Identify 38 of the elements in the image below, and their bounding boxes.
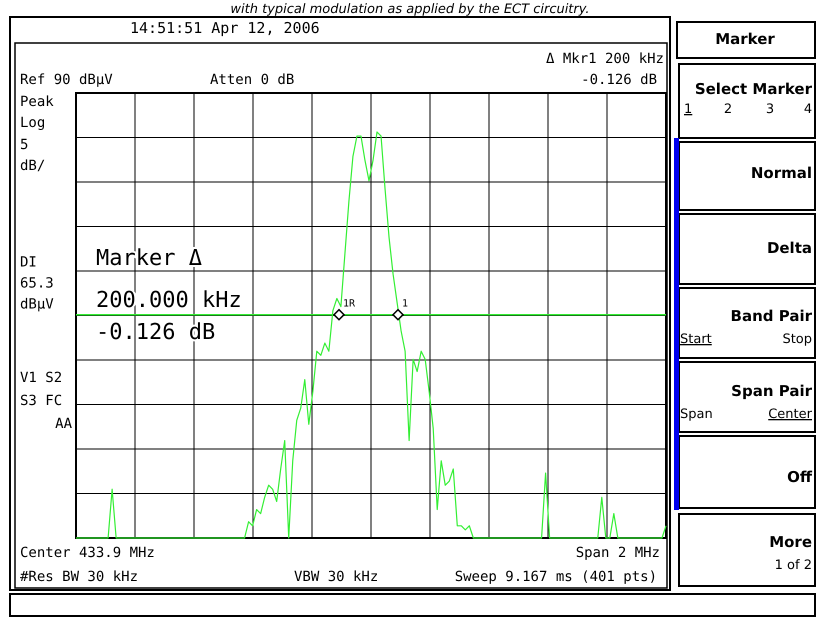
text: Ref 90 dBμV (20, 72, 114, 88)
text: Delta (766, 239, 812, 257)
annotation: 1R (343, 298, 356, 310)
annotation: 1 (402, 298, 408, 310)
text: V1 S2 (20, 370, 62, 386)
text: Off (787, 468, 813, 486)
text: Band Pair (730, 307, 813, 325)
text: DI 65.3 dBμV (20, 254, 54, 313)
text: VBW 30 kHz (294, 569, 378, 585)
chart-title: with typical modulation as applied by the ECT circuitry. (230, 2, 590, 17)
text: Stop (782, 332, 812, 347)
text: -0.126 dB (581, 72, 657, 88)
text: Start (680, 332, 712, 347)
text: Center 433.9 MHz (20, 545, 155, 561)
text: More (769, 533, 812, 551)
text: Select Marker (694, 80, 813, 98)
text: S3 FC (20, 393, 62, 409)
text: Peak (20, 94, 54, 110)
text: Center (768, 407, 813, 422)
text: Span Pair (731, 382, 813, 400)
text: Span (680, 407, 713, 422)
text: Marker (715, 30, 776, 48)
text: Span 2 MHz (576, 545, 660, 561)
text: 2 (724, 102, 732, 117)
text: Sweep 9.167 ms (401 pts) (454, 569, 657, 585)
text: 1 of 2 (774, 558, 812, 573)
text: 3 (766, 102, 774, 117)
text: dB/ (20, 158, 46, 174)
text: 5 (20, 137, 28, 153)
text: Δ Mkr1 200 kHz (546, 51, 664, 67)
text: Normal (750, 164, 812, 182)
text: AA (55, 416, 73, 432)
text: 4 (804, 102, 812, 117)
text: Log (20, 115, 46, 131)
text: 1 (684, 102, 692, 117)
text: #Res BW 30 kHz (20, 569, 138, 585)
text: Atten 0 dB (210, 72, 294, 88)
text: 14:51:51 Apr 12, 2006 (130, 19, 320, 37)
